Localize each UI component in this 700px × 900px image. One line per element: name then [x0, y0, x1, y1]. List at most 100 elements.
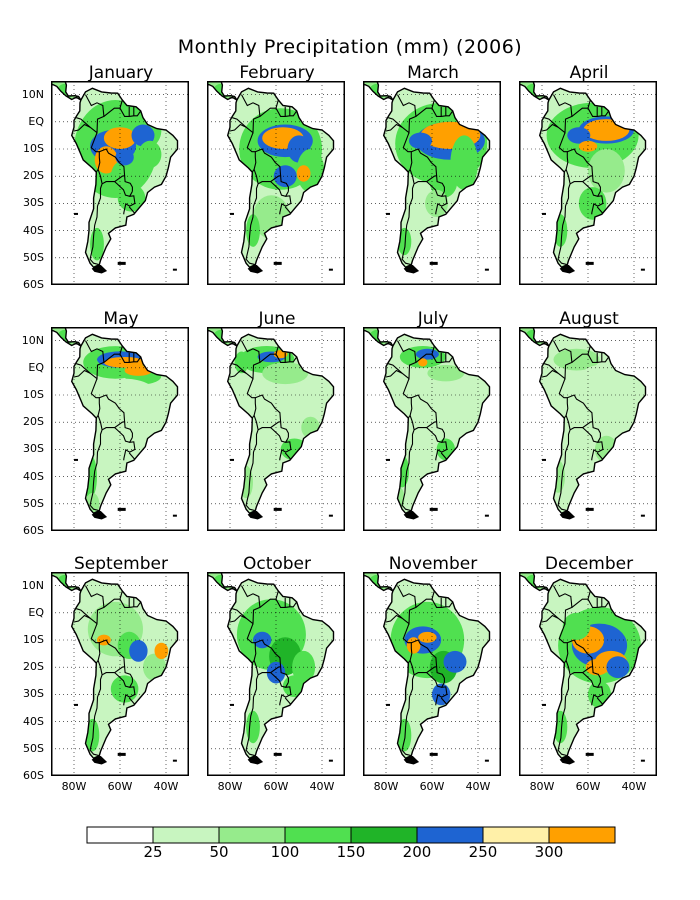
- tierra-del-fuego: [247, 755, 264, 765]
- precip-contour: [418, 631, 437, 643]
- country-border: [544, 340, 573, 380]
- country-border: [280, 421, 289, 438]
- juan-fernandez-islands: [230, 212, 234, 215]
- precip-contour: [262, 362, 309, 385]
- south-georgia: [484, 514, 489, 517]
- map-frame: [363, 81, 501, 285]
- latitude-tick-label: EQ: [28, 605, 44, 619]
- panel-title: February: [239, 63, 315, 83]
- falkland-islands: [117, 261, 126, 265]
- colorbar-tick-label: 100: [270, 843, 300, 861]
- country-border: [73, 123, 91, 132]
- coastline-central-america: [51, 572, 82, 592]
- precip-contour: [606, 656, 630, 679]
- juan-fernandez-islands: [74, 703, 78, 706]
- country-border: [582, 181, 601, 197]
- country-border: [128, 452, 136, 460]
- country-border: [119, 353, 142, 363]
- country-border: [279, 195, 292, 215]
- map-panel-october: October: [207, 556, 345, 776]
- country-border: [541, 614, 559, 623]
- juan-fernandez-islands: [386, 458, 390, 461]
- map-frame: [519, 572, 657, 776]
- juan-fernandez-islands: [542, 703, 546, 706]
- map-frame: [207, 572, 345, 776]
- latitude-tick-label: 40S: [23, 469, 44, 483]
- country-border: [571, 590, 591, 608]
- precip-contour: [154, 642, 169, 660]
- south-georgia: [328, 514, 333, 517]
- coastline-south-america: [70, 578, 179, 760]
- juan-fernandez-islands: [386, 703, 390, 706]
- country-border: [388, 340, 417, 380]
- country-border: [436, 421, 445, 438]
- map-panel-january: January: [51, 65, 189, 285]
- country-border: [415, 590, 435, 608]
- country-border: [440, 697, 448, 705]
- coastline-central-america: [51, 81, 82, 101]
- country-border: [114, 427, 133, 443]
- coastline-south-america: [538, 578, 647, 760]
- country-border: [246, 623, 257, 664]
- coastline-south-america: [70, 87, 179, 269]
- longitude-tick-label: 80W: [217, 780, 243, 793]
- latitude-tick-label: 60S: [23, 524, 44, 537]
- coastline-south-america: [70, 333, 179, 515]
- country-border: [592, 175, 601, 192]
- country-border: [587, 107, 610, 117]
- south-georgia: [172, 759, 177, 762]
- precip-contour: [427, 365, 465, 382]
- map-panel-june: June: [207, 311, 345, 531]
- country-border: [114, 181, 133, 197]
- precip-contour: [443, 650, 467, 673]
- map-panel-may: May: [51, 311, 189, 531]
- juan-fernandez-islands: [386, 212, 390, 215]
- longitude-tick-label: 80W: [61, 780, 87, 793]
- latitude-tick-label: 10N: [21, 578, 44, 592]
- country-border: [123, 195, 136, 215]
- country-border: [402, 378, 413, 419]
- country-border: [591, 686, 604, 706]
- country-border: [558, 132, 569, 173]
- country-border: [97, 148, 126, 185]
- latitude-tick-label: 60S: [23, 278, 44, 291]
- map-panel-august: August: [519, 311, 657, 531]
- precip-contour: [138, 140, 162, 168]
- falkland-islands: [273, 752, 282, 756]
- map-panel-november: November: [363, 556, 501, 776]
- country-border: [544, 585, 573, 625]
- precip-contour: [131, 124, 155, 147]
- country-border: [557, 429, 571, 512]
- precipitation-map: [207, 572, 345, 776]
- longitude-tick-label: 40W: [309, 780, 335, 793]
- country-border: [128, 206, 136, 214]
- country-border: [123, 441, 136, 461]
- precip-contour: [406, 637, 421, 654]
- country-border: [591, 195, 604, 215]
- colorbar-swatch: [350, 826, 418, 844]
- precipitation-map: [363, 572, 501, 776]
- precip-contour: [578, 187, 607, 220]
- map-panel-march: March: [363, 65, 501, 285]
- coastline-central-america: [207, 327, 238, 347]
- colorbar-tick-label: 250: [468, 843, 498, 861]
- colorbar-swatch: [548, 826, 616, 844]
- falkland-islands: [585, 507, 594, 511]
- country-border: [245, 183, 259, 266]
- country-border: [97, 394, 126, 431]
- coastline-south-america: [226, 87, 335, 269]
- country-border: [259, 345, 279, 363]
- colorbar-swatch: [218, 826, 286, 844]
- precipitation-colorbar: [86, 826, 616, 844]
- country-border: [582, 672, 601, 688]
- country-border: [270, 181, 289, 197]
- precipitation-map: [519, 327, 657, 531]
- precip-contour: [246, 710, 260, 744]
- country-border: [103, 99, 123, 117]
- country-border: [246, 132, 257, 173]
- map-frame: [519, 327, 657, 531]
- country-border: [596, 206, 604, 214]
- country-border: [436, 175, 445, 192]
- precipitation-map: [519, 81, 657, 285]
- precipitation-map: [207, 81, 345, 285]
